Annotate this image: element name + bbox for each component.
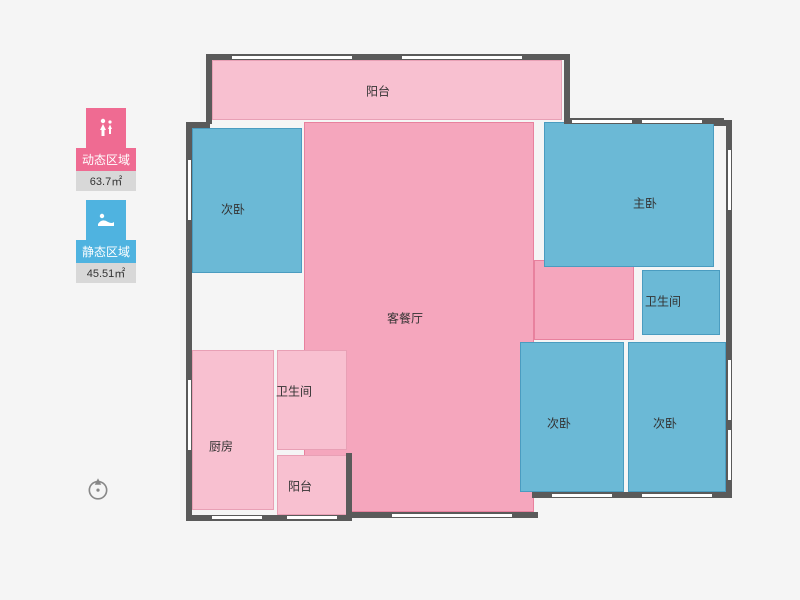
legend-static-value: 45.51㎡ [76, 263, 136, 283]
room-balcony-top: 阳台 [212, 60, 562, 120]
opening-11 [392, 514, 512, 517]
compass-icon [85, 475, 111, 507]
legend-static: 静态区域 45.51㎡ [76, 200, 136, 283]
room-label-bedroom-tl: 次卧 [221, 201, 245, 218]
opening-10 [287, 516, 337, 519]
opening-0 [232, 56, 352, 59]
room-label-bedroom-br1: 次卧 [547, 415, 571, 432]
room-label-balcony-top: 阳台 [366, 83, 390, 100]
room-balcony-b: 阳台 [277, 455, 347, 515]
opening-1 [402, 56, 522, 59]
room-kitchen: 厨房 [192, 350, 274, 510]
room-bedroom-br1: 次卧 [520, 342, 624, 492]
floorplan-canvas: 动态区域 63.7㎡ 静态区域 45.51㎡ 阳台客餐厅次卧厨房卫生间阳台主卧卫… [0, 0, 800, 600]
legend-dynamic-label: 动态区域 [76, 148, 136, 171]
opening-9 [212, 516, 262, 519]
room-master: 主卧 [544, 122, 714, 267]
wall-10 [186, 122, 210, 128]
people-icon [86, 108, 126, 148]
room-bedroom-tl: 次卧 [192, 128, 302, 273]
opening-4 [728, 150, 731, 210]
opening-12 [552, 494, 612, 497]
opening-2 [572, 120, 632, 123]
room-living-ext [534, 260, 634, 340]
legend-dynamic: 动态区域 63.7㎡ [76, 108, 136, 191]
floorplan: 阳台客餐厅次卧厨房卫生间阳台主卧卫生间次卧次卧 [192, 60, 732, 548]
wall-2 [346, 453, 352, 515]
room-bath-r: 卫生间 [642, 270, 720, 335]
room-label-master: 主卧 [633, 195, 657, 212]
room-label-balcony-b: 阳台 [288, 478, 312, 495]
opening-8 [188, 380, 191, 450]
opening-13 [642, 494, 712, 497]
opening-3 [642, 120, 702, 123]
opening-5 [728, 360, 731, 420]
legend-static-label: 静态区域 [76, 240, 136, 263]
room-bedroom-br2: 次卧 [628, 342, 726, 492]
wall-9 [206, 54, 212, 124]
legend-dynamic-value: 63.7㎡ [76, 171, 136, 191]
room-living: 客餐厅 [304, 122, 534, 512]
room-label-kitchen: 厨房 [209, 438, 233, 455]
room-label-bedroom-br2: 次卧 [653, 415, 677, 432]
room-bath-l: 卫生间 [277, 350, 347, 450]
wall-7 [564, 54, 570, 124]
room-label-bath-l: 卫生间 [276, 383, 312, 400]
room-label-living: 客餐厅 [387, 310, 423, 327]
rest-icon [86, 200, 126, 240]
opening-6 [728, 430, 731, 480]
room-label-bath-r: 卫生间 [645, 293, 681, 310]
opening-7 [188, 160, 191, 220]
